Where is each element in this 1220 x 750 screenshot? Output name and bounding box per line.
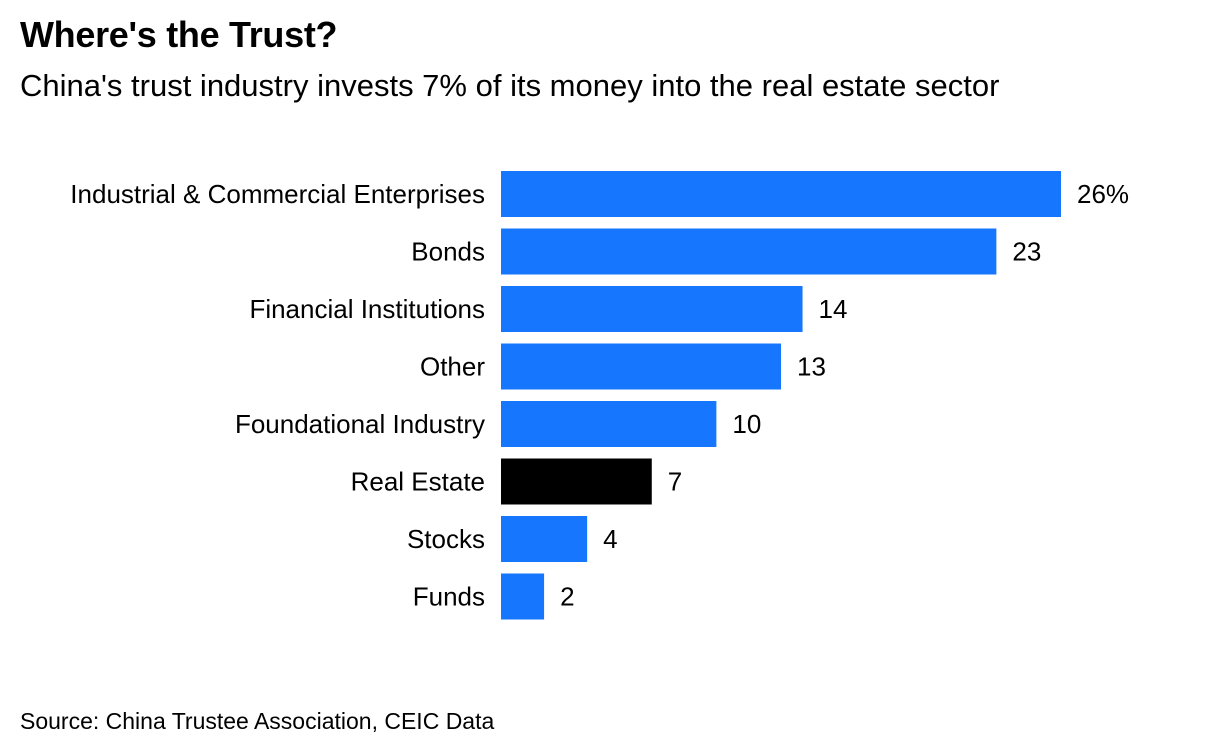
bar-financial-institutions — [501, 286, 803, 332]
category-label: Real Estate — [351, 467, 485, 497]
category-label: Bonds — [411, 237, 485, 267]
bar-other — [501, 343, 781, 390]
value-label: 2 — [560, 582, 574, 612]
category-label: Financial Institutions — [249, 294, 485, 324]
value-label: 13 — [797, 352, 826, 382]
category-label: Funds — [413, 582, 485, 612]
bar-stocks — [501, 516, 588, 562]
bar-real-estate — [501, 458, 652, 505]
bar-bonds — [501, 228, 997, 275]
category-label: Other — [420, 352, 485, 382]
bar-industrial-commercial-enterprises — [501, 171, 1061, 217]
value-label: 23 — [1012, 237, 1041, 267]
value-label: 7 — [668, 467, 682, 497]
bar-funds — [501, 573, 545, 620]
value-label: 26% — [1077, 179, 1129, 209]
category-label: Stocks — [407, 524, 485, 554]
bar-foundational-industry — [501, 401, 717, 447]
value-label: 14 — [819, 294, 848, 324]
value-label: 10 — [732, 409, 761, 439]
category-label: Industrial & Commercial Enterprises — [70, 179, 485, 209]
value-label: 4 — [603, 524, 617, 554]
source-note: Source: China Trustee Association, CEIC … — [20, 708, 495, 734]
chart-subtitle: China's trust industry invests 7% of its… — [20, 68, 1000, 103]
category-label: Foundational Industry — [235, 409, 485, 439]
chart-title: Where's the Trust? — [20, 14, 338, 55]
